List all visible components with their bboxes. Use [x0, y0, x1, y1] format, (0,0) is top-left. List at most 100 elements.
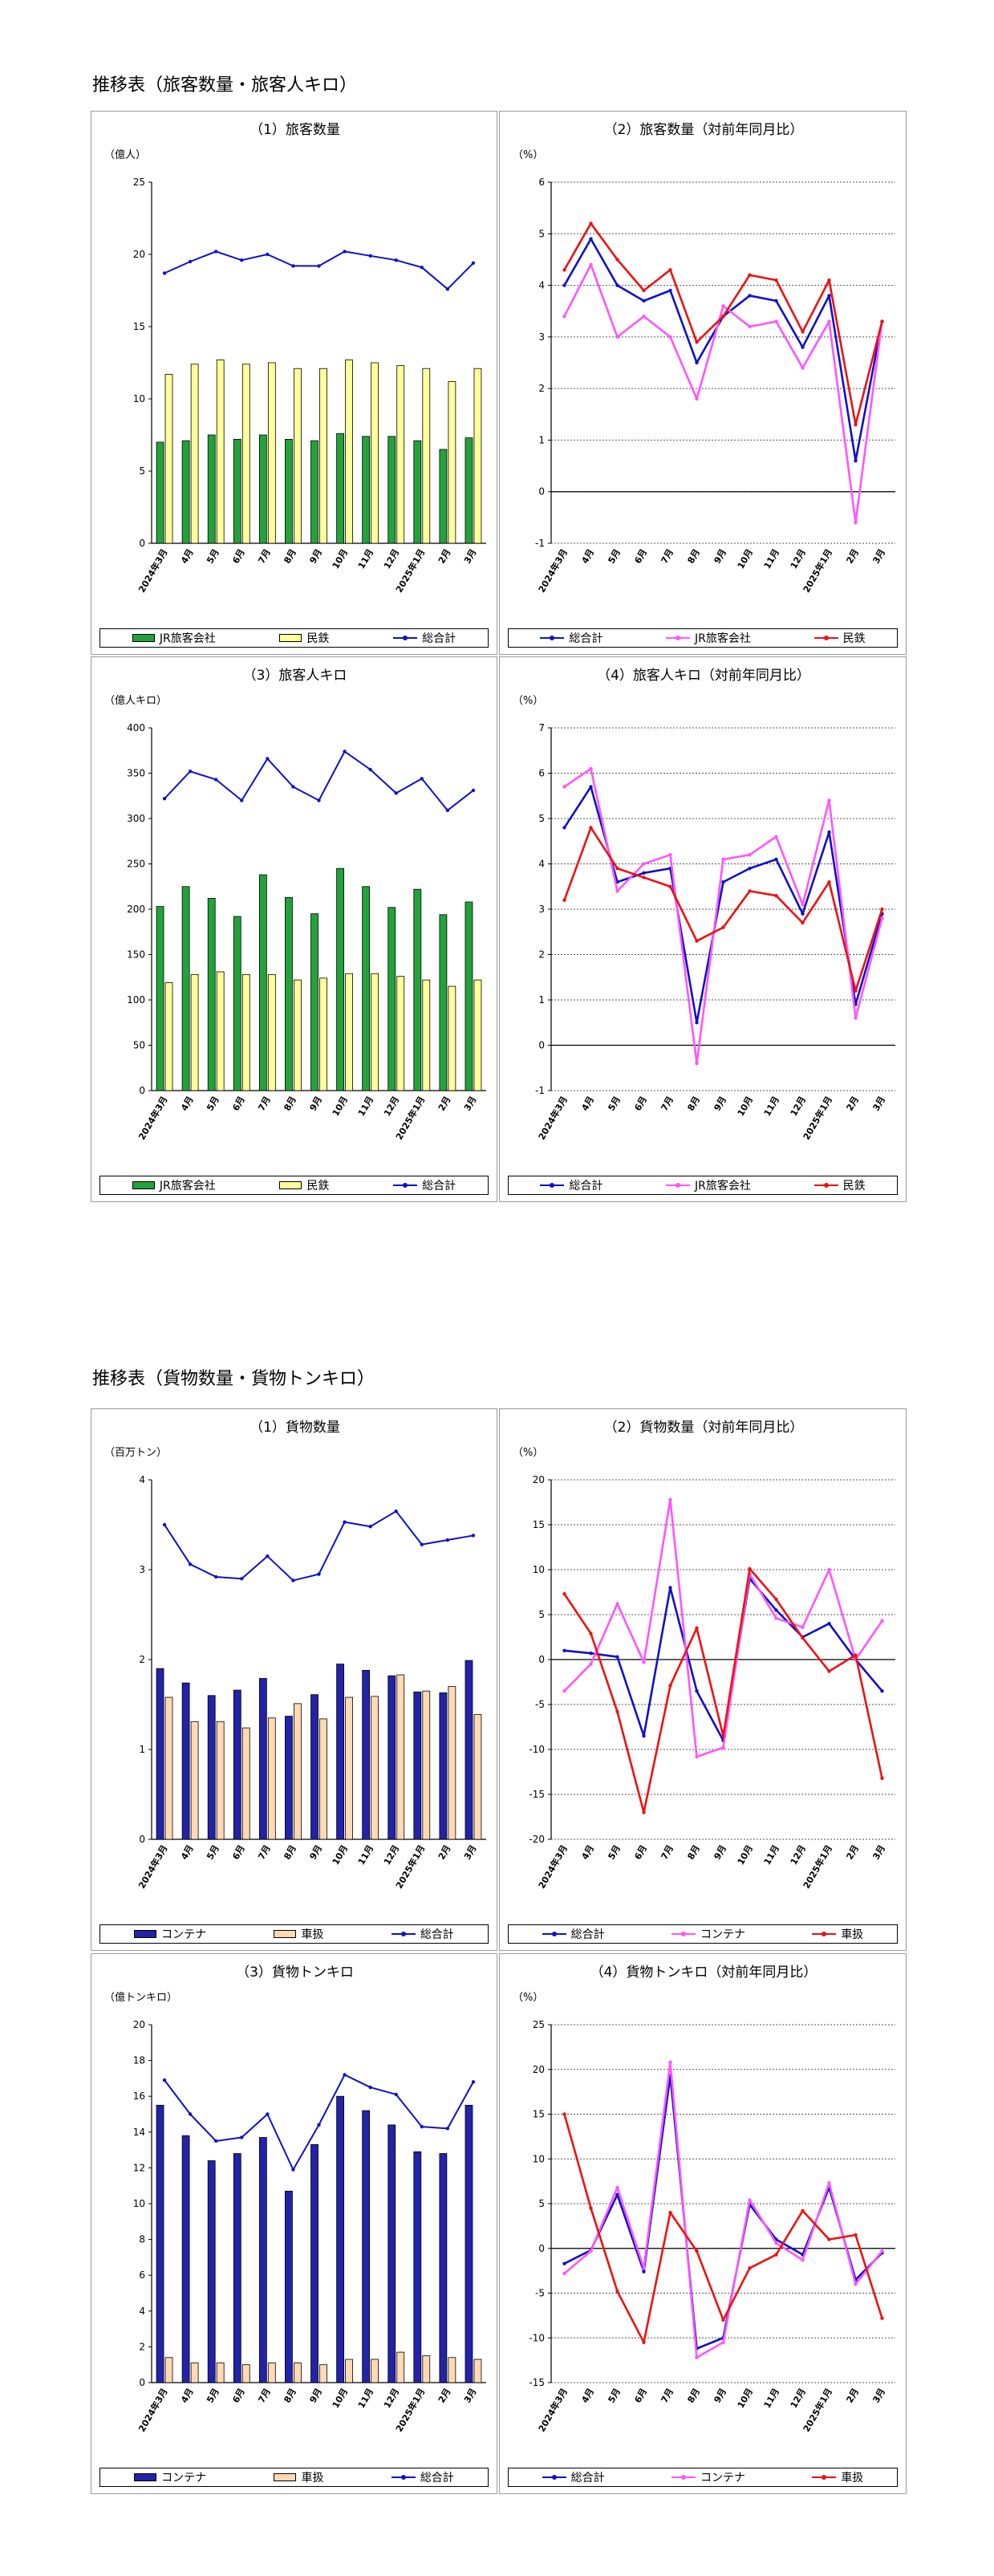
- x-tick-label: 12月: [382, 1095, 401, 1118]
- bar-JR旅客会社: [413, 440, 422, 544]
- point-JR旅客会社: [562, 785, 566, 789]
- chart-title: （1）旅客数量: [250, 122, 340, 138]
- legend-swatch-bar: [132, 634, 155, 642]
- point-JR旅客会社: [668, 335, 672, 339]
- chart-panel-f4: （4）貨物トンキロ（対前年同月比） （%） -15 -10 -5 0 5 10 15 20 25 20…: [499, 1953, 907, 2494]
- chart-legend: コンテナ 車扱 総合計: [99, 1924, 489, 1944]
- legend-label: 民鉄: [306, 1180, 330, 1193]
- x-tick-label: 3月: [871, 2387, 888, 2405]
- legend-swatch-line: [812, 2472, 837, 2482]
- point-総合計: [471, 1534, 476, 1538]
- x-tick-label: 4月: [179, 1843, 196, 1862]
- point-車扱: [827, 1669, 831, 1673]
- point-総合計: [668, 1586, 672, 1590]
- legend-swatch-bar: [274, 1930, 297, 1938]
- legend-item: 総合計: [393, 1177, 456, 1193]
- point-総合計: [266, 2112, 270, 2116]
- legend-item: JR旅客会社: [132, 1177, 216, 1193]
- point-車扱: [774, 2253, 778, 2257]
- bar-コンテナ: [181, 2135, 190, 2383]
- point-JR旅客会社: [774, 319, 778, 323]
- section-title-freight: 推移表（貨物数量・貨物トンキロ）: [92, 1369, 375, 1389]
- x-tick-label: 7月: [256, 2387, 273, 2405]
- bar-コンテナ: [207, 1695, 216, 1840]
- legend-item: 民鉄: [279, 630, 329, 646]
- bar-コンテナ: [310, 1694, 318, 1840]
- bar-民鉄: [371, 973, 379, 1091]
- x-tick-label: 4月: [580, 1843, 597, 1862]
- legend-swatch-line: [393, 633, 418, 643]
- point-総合計: [471, 2080, 476, 2084]
- x-tick-label: 10月: [736, 2387, 755, 2410]
- legend-swatch-line: [542, 2472, 566, 2482]
- bar-車扱: [267, 2363, 276, 2383]
- bar-民鉄: [345, 973, 353, 1091]
- x-tick-label: 9月: [712, 1095, 729, 1113]
- point-コンテナ: [562, 2271, 566, 2276]
- bar-民鉄: [345, 359, 353, 544]
- point-総合計: [642, 871, 646, 875]
- point-車扱: [880, 1776, 884, 1781]
- chart-panel-p3: （3）旅客人キロ （億人キロ） 0 50 100 150 200 250 300 350 400 20…: [91, 656, 497, 1202]
- x-tick-label: 9月: [308, 547, 325, 566]
- point-総合計: [774, 299, 778, 303]
- point-コンテナ: [589, 2249, 593, 2253]
- legend-item: 民鉄: [279, 1177, 329, 1193]
- bar-コンテナ: [156, 2104, 164, 2383]
- bar-コンテナ: [336, 2095, 344, 2383]
- legend-label: 総合計: [422, 1180, 456, 1193]
- point-車扱: [695, 2249, 699, 2253]
- x-tick-label: 8月: [686, 1843, 703, 1862]
- x-tick-label: 5月: [607, 1843, 623, 1862]
- point-総合計: [562, 826, 566, 830]
- legend-swatch-line: [671, 2472, 696, 2482]
- y-tick-label: 0: [139, 2377, 145, 2388]
- point-民鉄: [854, 422, 858, 427]
- x-tick-label: 4月: [580, 2387, 597, 2405]
- y-tick-label: 5: [538, 2198, 545, 2209]
- point-車扱: [562, 2112, 566, 2116]
- x-tick-label: 2月: [436, 2387, 453, 2405]
- point-車扱: [748, 2266, 752, 2270]
- point-コンテナ: [668, 2060, 672, 2065]
- bar-車扱: [190, 1721, 199, 1840]
- point-総合計: [642, 2269, 646, 2273]
- y-tick-label: 10: [533, 2153, 545, 2164]
- bar-民鉄: [319, 368, 327, 544]
- y-tick-label: 100: [127, 994, 145, 1006]
- bar-JR旅客会社: [156, 906, 164, 1091]
- bar-民鉄: [371, 362, 379, 544]
- bar-民鉄: [294, 979, 302, 1091]
- bar-コンテナ: [465, 2104, 473, 2383]
- x-tick-label: 10月: [331, 2387, 350, 2410]
- bar-車扱: [164, 2357, 173, 2383]
- bar-民鉄: [319, 977, 327, 1091]
- bar-JR旅客会社: [310, 913, 318, 1091]
- bar-車扱: [319, 2364, 327, 2383]
- point-総合計: [471, 261, 476, 265]
- bar-民鉄: [267, 362, 276, 544]
- x-tick-label: 7月: [659, 2387, 676, 2405]
- legend-item: 総合計: [391, 2469, 454, 2485]
- bar-JR旅客会社: [207, 898, 216, 1091]
- bar-JR旅客会社: [310, 440, 318, 544]
- bar-コンテナ: [233, 2153, 241, 2383]
- chart-svg-f2: （2）貨物数量（対前年同月比） （%） -20 -15 -10 -5 0 5 10 15 20 202…: [513, 1420, 895, 1891]
- bar-JR旅客会社: [439, 914, 448, 1091]
- x-tick-label: 12月: [789, 1095, 808, 1118]
- series-line-総合計: [164, 250, 474, 291]
- point-民鉄: [589, 826, 593, 830]
- x-tick-label: 3月: [462, 547, 479, 566]
- legend-swatch-bar: [134, 1930, 157, 1938]
- chart-title: （3）貨物トンキロ: [236, 1965, 354, 1981]
- point-総合計: [880, 1689, 884, 1693]
- point-総合計: [162, 271, 167, 275]
- legend-swatch-line: [540, 1180, 565, 1190]
- point-総合計: [642, 1734, 646, 1738]
- bar-民鉄: [448, 380, 456, 544]
- y-tick-label: 14: [133, 2127, 145, 2138]
- bar-車扱: [448, 2357, 456, 2383]
- point-民鉄: [774, 278, 778, 282]
- chart-title: （3）旅客人キロ: [243, 668, 347, 684]
- legend-item: 総合計: [393, 630, 456, 646]
